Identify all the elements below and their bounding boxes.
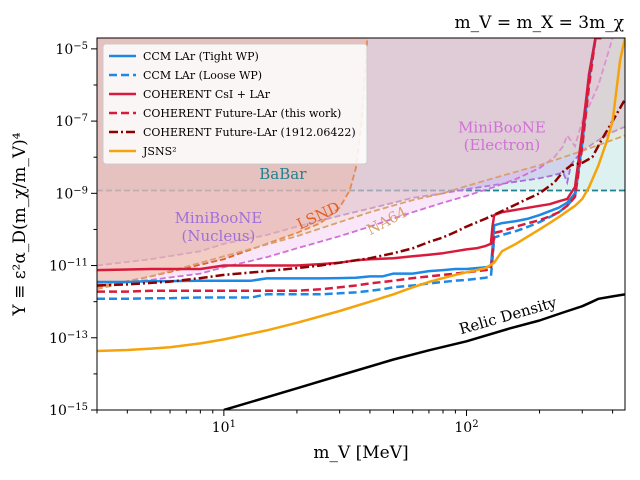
relic-density-line xyxy=(223,293,625,410)
coherent-future-lar-1912-06422-line xyxy=(97,98,625,287)
y-tick-label: 10−11 xyxy=(49,257,88,275)
miniboone-annotation: MiniBooNE xyxy=(458,119,546,137)
coherent-future-lar-this-work-legend-label: COHERENT Future-LAr (this work) xyxy=(143,107,341,120)
babar-annotation: BaBar xyxy=(259,165,307,183)
coherent-future-lar-1912-06422-legend-label: COHERENT Future-LAr (1912.06422) xyxy=(143,126,356,139)
y-tick-label: 10−7 xyxy=(55,113,88,131)
jsns-line xyxy=(97,38,625,353)
x-tick-label: 101 xyxy=(212,419,236,437)
jsns-legend-label: JSNS² xyxy=(142,145,177,158)
coherent-csi-lar-line xyxy=(97,38,602,272)
ccm-lar-loose-wp-legend-label: CCM LAr (Loose WP) xyxy=(143,69,262,82)
miniboone-annotation: MiniBooNE xyxy=(175,209,263,227)
limit-curves xyxy=(97,38,625,410)
miniboone-nucleus-region-boundary xyxy=(97,125,625,267)
miniboone-electron-region-boundary xyxy=(97,38,614,286)
legend-box xyxy=(102,43,368,165)
x-tick-label: 102 xyxy=(454,419,478,437)
x-axis-label: m_V [MeV] xyxy=(313,443,408,463)
na64-region-boundary xyxy=(97,134,625,291)
chart-legend: CCM LAr (Tight WP) CCM LAr (Loose WP) COHE… xyxy=(102,43,368,165)
y-tick-label: 10−15 xyxy=(49,402,88,420)
y-tick-label: 10−5 xyxy=(55,40,88,58)
y-tick-label: 10−9 xyxy=(55,185,88,203)
y-tick-label: 10−13 xyxy=(49,329,88,347)
plot-frame xyxy=(96,37,626,411)
coherent-csi-lar-legend-label: COHERENT CsI + LAr xyxy=(143,88,271,101)
ccm-lar-tight-wp-legend-label: CCM LAr (Tight WP) xyxy=(143,50,259,63)
ccm-lar-tight-wp-line xyxy=(97,38,602,284)
chart-title: m_V = m_X = 3m_χ xyxy=(455,13,624,33)
nucleus-annotation: (Nucleus) xyxy=(181,227,255,245)
y-axis-ticks: 10−15 10−13 10−11 10−9 10−7 10−5 xyxy=(49,40,97,419)
electron-annotation: (Electron) xyxy=(464,136,541,154)
y-axis-label: Y ≡ ε²α_D(m_χ/m_V)⁴ xyxy=(10,132,30,316)
x-axis-ticks: 101 102 xyxy=(96,410,614,437)
